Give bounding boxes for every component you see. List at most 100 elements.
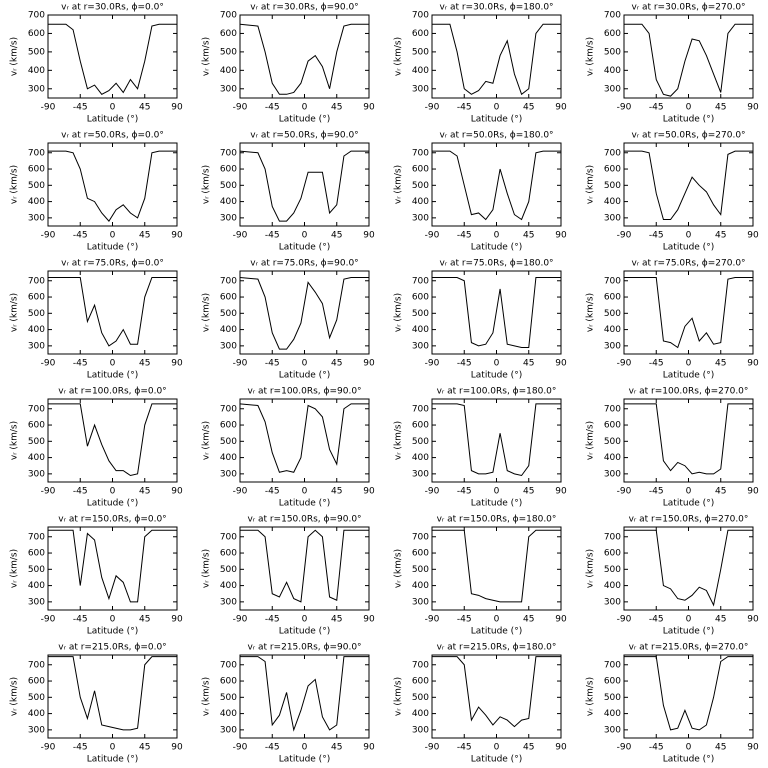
y-axis-label: vᵣ (km/s) <box>586 549 596 588</box>
panel-title: vᵣ at r=215.0Rs, ϕ=0.0° <box>58 643 166 653</box>
x-tick-label: 0 <box>110 359 116 369</box>
plot-frame <box>623 654 754 739</box>
x-tick-label: -90 <box>617 487 632 497</box>
y-tick-label: 400 <box>412 453 429 463</box>
x-tick-label: 45 <box>139 743 150 753</box>
y-tick-label: 400 <box>604 197 621 207</box>
y-axis-label: vᵣ (km/s) <box>394 677 404 716</box>
y-tick-label: 400 <box>28 581 45 591</box>
data-line <box>432 403 561 477</box>
y-tick-label: 600 <box>412 421 429 431</box>
x-tick-label: -45 <box>457 743 472 753</box>
y-tick-label: 500 <box>28 181 45 191</box>
x-tick-label: 0 <box>110 615 116 625</box>
plot-frame <box>47 526 178 611</box>
y-axis-label: vᵣ (km/s) <box>586 37 596 76</box>
data-line <box>48 403 177 477</box>
x-axis-label: Latitude (°) <box>279 371 330 381</box>
x-axis-label: Latitude (°) <box>663 627 714 637</box>
x-axis-label: Latitude (°) <box>471 627 522 637</box>
y-tick-label: 600 <box>220 549 237 559</box>
x-tick-label: 0 <box>686 359 692 369</box>
x-tick-label: 45 <box>523 359 534 369</box>
x-tick-label: 0 <box>494 743 500 753</box>
y-tick-label: 700 <box>412 532 429 542</box>
x-tick-label: -45 <box>265 743 280 753</box>
y-tick-label: 700 <box>28 276 45 286</box>
y-axis-label: vᵣ (km/s) <box>10 677 20 716</box>
y-axis-label: vᵣ (km/s) <box>202 421 212 460</box>
y-tick-label: 700 <box>604 276 621 286</box>
data-line <box>48 656 177 731</box>
y-tick-label: 500 <box>220 181 237 191</box>
y-tick-label: 400 <box>28 453 45 463</box>
data-line <box>432 529 561 603</box>
x-tick-label: -45 <box>73 231 88 241</box>
y-axis-label: vᵣ (km/s) <box>586 677 596 716</box>
x-tick-label: 0 <box>686 743 692 753</box>
x-tick-label: -90 <box>425 487 440 497</box>
y-tick-label: 500 <box>412 693 429 703</box>
x-tick-label: 0 <box>110 743 116 753</box>
y-tick-label: 300 <box>604 597 621 607</box>
x-tick-label: 90 <box>363 615 375 625</box>
x-tick-label: -90 <box>425 359 440 369</box>
x-tick-label: 45 <box>523 743 534 753</box>
data-line <box>48 529 177 603</box>
y-axis-label: vᵣ (km/s) <box>10 165 20 204</box>
panel-title: vᵣ at r=150.0Rs, ϕ=90.0° <box>247 515 361 525</box>
y-tick-label: 400 <box>28 66 45 76</box>
y-tick-label: 400 <box>28 197 45 207</box>
data-line <box>624 150 753 220</box>
y-axis-label: vᵣ (km/s) <box>586 293 596 332</box>
panel-title: vᵣ at r=50.0Rs, ϕ=180.0° <box>439 131 553 141</box>
plot-frame <box>47 654 178 739</box>
y-tick-label: 500 <box>28 309 45 319</box>
data-line <box>240 656 369 732</box>
y-tick-label: 700 <box>28 532 45 542</box>
y-tick-label: 300 <box>220 597 237 607</box>
y-tick-label: 300 <box>220 725 237 735</box>
plot-frame <box>623 14 754 99</box>
y-tick-label: 300 <box>28 213 45 223</box>
x-tick-label: -45 <box>73 743 88 753</box>
x-tick-label: 45 <box>523 487 534 497</box>
x-tick-label: 0 <box>494 615 500 625</box>
x-tick-label: 0 <box>494 231 500 241</box>
y-tick-label: 500 <box>604 437 621 447</box>
x-tick-label: -90 <box>233 359 248 369</box>
panel-title: vᵣ at r=30.0Rs, ϕ=180.0° <box>439 3 553 13</box>
plot-frame <box>431 14 562 99</box>
x-tick-label: 45 <box>331 615 342 625</box>
panel-title: vᵣ at r=100.0Rs, ϕ=180.0° <box>437 387 557 397</box>
x-tick-label: 90 <box>171 743 183 753</box>
y-tick-label: 300 <box>412 213 429 223</box>
y-tick-label: 300 <box>412 469 429 479</box>
y-tick-label: 700 <box>412 404 429 414</box>
x-axis-label: Latitude (°) <box>471 243 522 253</box>
y-tick-label: 300 <box>412 725 429 735</box>
x-tick-label: -90 <box>41 103 56 113</box>
y-tick-label: 500 <box>220 47 237 57</box>
y-tick-label: 500 <box>412 309 429 319</box>
y-tick-label: 600 <box>28 293 45 303</box>
y-tick-label: 400 <box>412 581 429 591</box>
x-axis-label: Latitude (°) <box>279 755 330 765</box>
x-tick-label: -90 <box>617 743 632 753</box>
y-tick-label: 300 <box>220 213 237 223</box>
y-tick-label: 600 <box>220 293 237 303</box>
y-tick-label: 700 <box>220 660 237 670</box>
x-tick-label: 0 <box>302 743 308 753</box>
y-tick-label: 500 <box>28 437 45 447</box>
panel-title: vᵣ at r=150.0Rs, ϕ=270.0° <box>629 515 749 525</box>
x-tick-label: 0 <box>686 615 692 625</box>
x-tick-label: -90 <box>425 615 440 625</box>
y-tick-label: 400 <box>604 581 621 591</box>
x-axis-label: Latitude (°) <box>87 499 138 509</box>
y-tick-label: 400 <box>220 581 237 591</box>
x-axis-label: Latitude (°) <box>279 499 330 509</box>
x-axis-label: Latitude (°) <box>471 755 522 765</box>
x-tick-label: 45 <box>139 231 150 241</box>
x-axis-label: Latitude (°) <box>663 115 714 125</box>
y-tick-label: 700 <box>220 532 237 542</box>
